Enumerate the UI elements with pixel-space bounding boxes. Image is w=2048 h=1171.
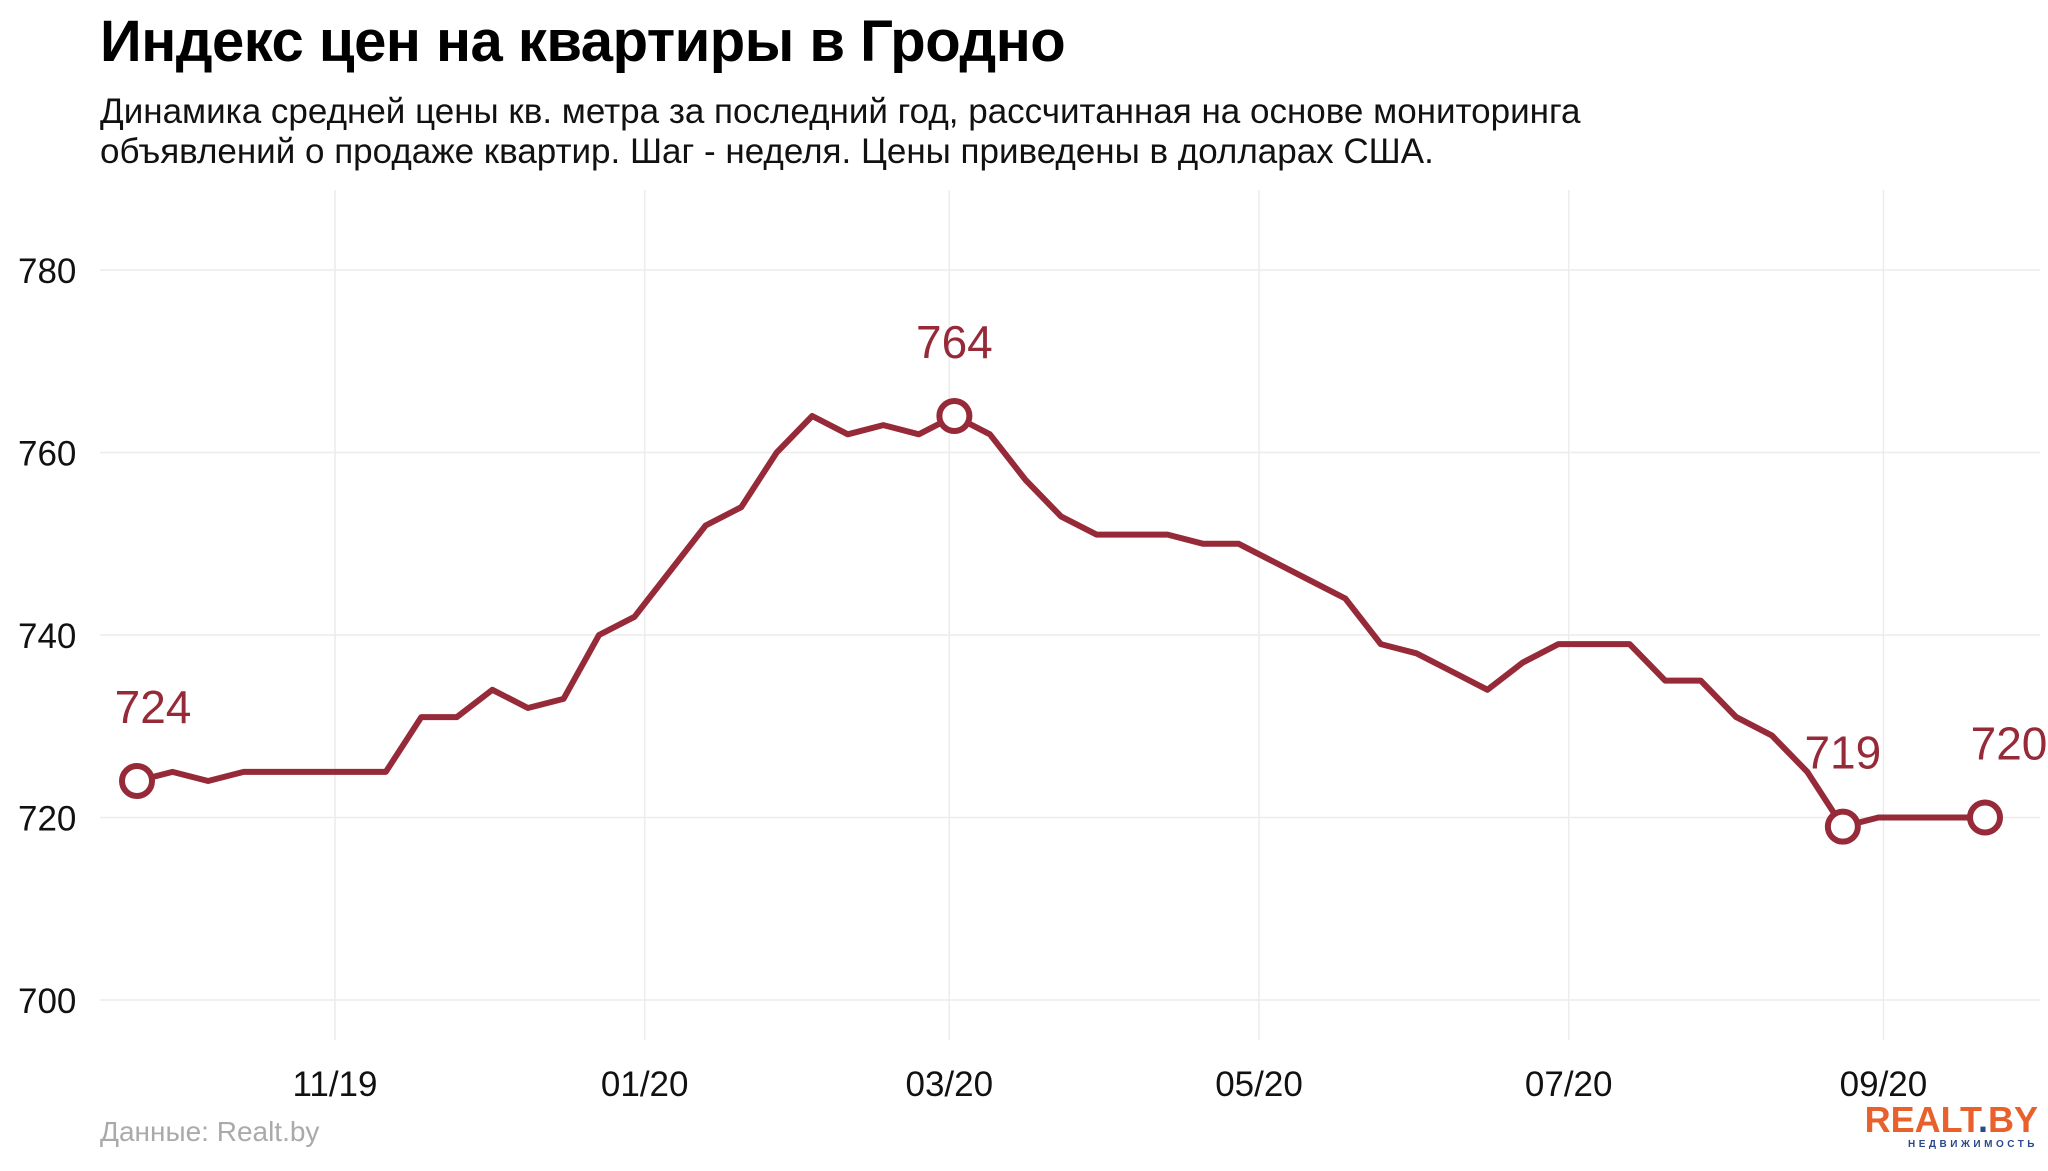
highlight-label: 764 xyxy=(916,316,993,368)
highlight-label: 724 xyxy=(115,681,192,733)
y-tick-label: 780 xyxy=(18,252,76,291)
y-tick-label: 760 xyxy=(18,435,76,474)
chart-title: Индекс цен на квартиры в Гродно xyxy=(100,9,1066,74)
data-source: Данные: Realt.by xyxy=(100,1116,320,1147)
highlight-points xyxy=(119,398,2003,845)
x-tick-label: 07/20 xyxy=(1525,1065,1613,1104)
realt-by-logo[interactable]: REALT.BY НЕДВИЖИМОСТЬ xyxy=(1865,1102,2038,1152)
x-tick-label: 05/20 xyxy=(1215,1065,1303,1104)
logo-subtext: НЕДВИЖИМОСТЬ xyxy=(1907,1139,2038,1150)
x-tick-label: 03/20 xyxy=(906,1065,994,1104)
chart-subtitle-line-1: Динамика средней цены кв. метра за после… xyxy=(100,92,1581,131)
x-tick-label: 01/20 xyxy=(601,1065,689,1104)
highlight-point xyxy=(1824,808,1861,845)
axis-tick-labels: 700 720 740 760 780 11/19 01/20 03/20 05/20 07/20… xyxy=(18,252,1927,1104)
grid-lines xyxy=(100,190,2040,1040)
logo-dot-icon: . xyxy=(1977,1099,1988,1140)
y-tick-label: 700 xyxy=(18,982,76,1021)
x-tick-label: 09/20 xyxy=(1840,1065,1928,1104)
series-line xyxy=(134,413,1988,830)
highlight-point xyxy=(1967,799,2003,836)
highlight-point xyxy=(119,763,155,799)
y-tick-label: 740 xyxy=(18,617,76,656)
chart-subtitle-line-2: объявлений о продаже квартир. Шаг - неде… xyxy=(100,132,1434,171)
logo-wordmark: REALT.BY xyxy=(1865,1102,2038,1138)
highlight-label: 719 xyxy=(1804,727,1881,779)
chart-subtitle: Динамика средней цены кв. метра за после… xyxy=(100,92,1900,172)
x-tick-label: 11/19 xyxy=(293,1065,378,1104)
price-series xyxy=(134,413,1988,830)
highlight-point xyxy=(936,398,973,434)
logo-text-main: REALT xyxy=(1864,1099,1978,1140)
highlight-labels: 724 764 719 720 xyxy=(115,316,2048,779)
highlight-label: 720 xyxy=(1971,718,2048,770)
y-tick-label: 720 xyxy=(18,800,76,839)
logo-text-suffix: BY xyxy=(1987,1099,2038,1140)
